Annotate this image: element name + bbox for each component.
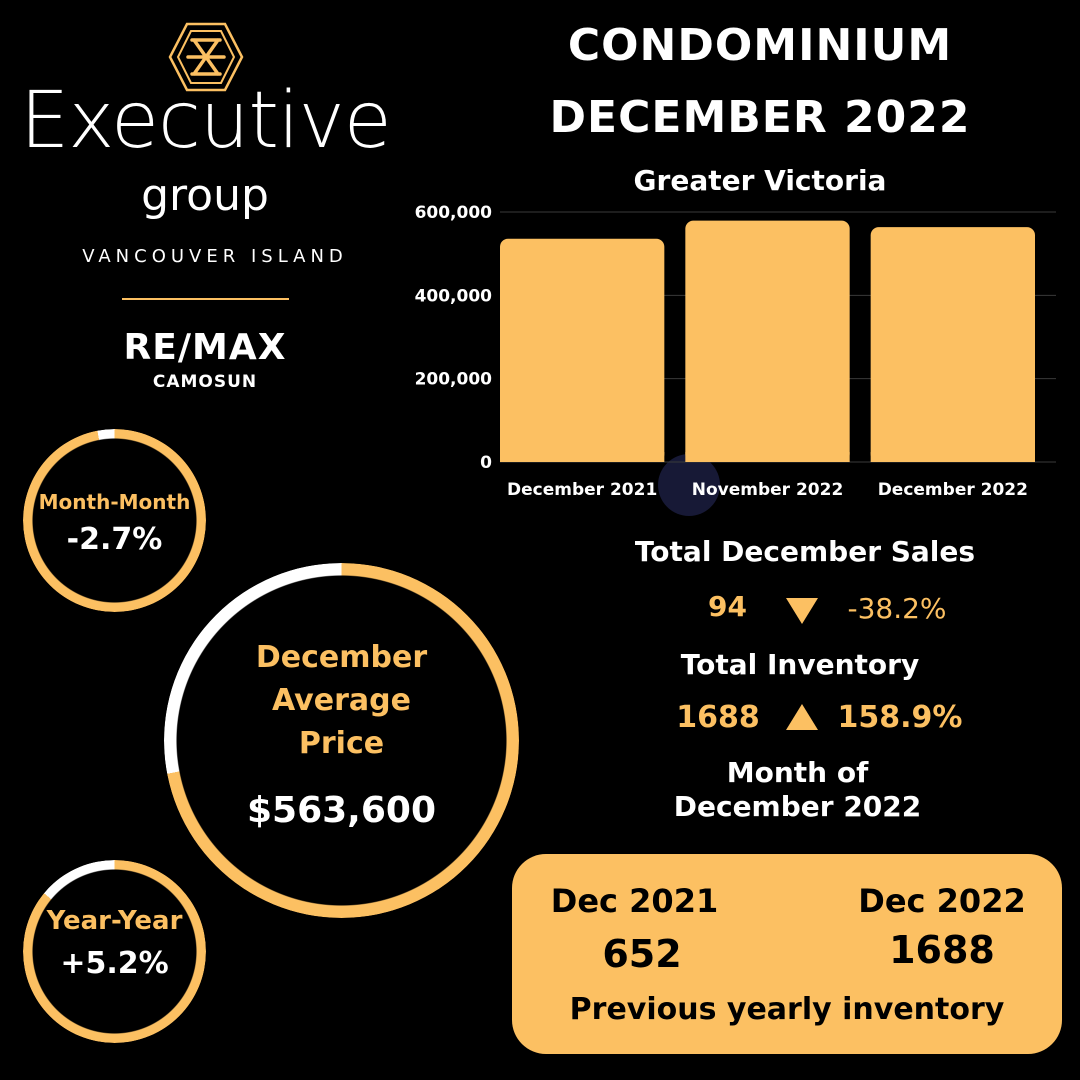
inventory-title: Total Inventory: [680, 648, 920, 681]
inventory-change: 158.9%: [837, 700, 963, 735]
bar: [500, 238, 665, 462]
cursor-highlight: [658, 454, 720, 516]
average-price-ring: [164, 563, 519, 918]
triangle-down-icon: [786, 598, 818, 624]
year-year-ring: [23, 860, 206, 1043]
y-tick-label: 200,000: [415, 370, 493, 390]
hexagon-monogram-icon: [168, 22, 244, 92]
year-year-value: +5.2%: [60, 946, 169, 981]
average-price-label-line3: Price: [298, 726, 385, 761]
sales-change: -38.2%: [847, 592, 947, 625]
y-tick-label: 600,000: [415, 203, 493, 223]
bar-base: [685, 452, 850, 462]
average-price-value: $563,600: [246, 790, 437, 831]
page-subtitle: Greater Victoria: [633, 164, 887, 197]
y-tick-label: 0: [480, 453, 492, 473]
average-price-label-line1: December: [255, 640, 428, 675]
average-price-label-line2: Average: [272, 683, 411, 718]
card-left-value: 652: [602, 932, 682, 976]
remax-logo: RE/MAX: [123, 327, 287, 368]
bar-base: [870, 452, 1035, 462]
x-tick-label: December 2022: [878, 480, 1028, 500]
card-right-value: 1688: [889, 928, 995, 972]
x-tick-label: December 2021: [507, 480, 657, 500]
triangle-up-icon: [786, 704, 818, 730]
month-month-value: -2.7%: [66, 522, 163, 557]
bar-base: [500, 452, 665, 462]
bar-chart: 0 200,000 400,000 600,000 December 2021 Novem…: [415, 203, 1056, 500]
brand-name: Executive: [20, 76, 392, 166]
bar: [870, 227, 1035, 462]
yearly-inventory-card: Dec 2021 652 Dec 2022 1688 Previous year…: [512, 854, 1062, 1054]
brand-region: VANCOUVER ISLAND: [82, 246, 348, 267]
brand-divider: [122, 298, 289, 300]
sales-title: Total December Sales: [634, 535, 976, 568]
card-right-label: Dec 2022: [858, 882, 1026, 920]
bar: [685, 220, 850, 462]
remax-office: CAMOSUN: [152, 372, 258, 392]
month-month-ring: [23, 429, 206, 612]
brand-subname: group: [141, 170, 269, 221]
page-title: CONDOMINIUM: [567, 20, 953, 71]
inventory-value: 1688: [676, 700, 760, 735]
month-month-label: Month-Month: [38, 490, 191, 514]
card-left-label: Dec 2021: [550, 882, 719, 920]
period-month: December 2022: [673, 790, 922, 823]
x-tick-label: November 2022: [692, 480, 844, 500]
average-price-label: December Average Price: [164, 636, 519, 765]
page-title-period: DECEMBER 2022: [549, 92, 971, 143]
card-caption: Previous yearly inventory: [569, 992, 1005, 1027]
y-tick-label: 400,000: [415, 286, 493, 306]
period-label: Month of: [726, 756, 869, 789]
year-year-label: Year-Year: [46, 906, 183, 936]
sales-value: 94: [708, 590, 747, 623]
